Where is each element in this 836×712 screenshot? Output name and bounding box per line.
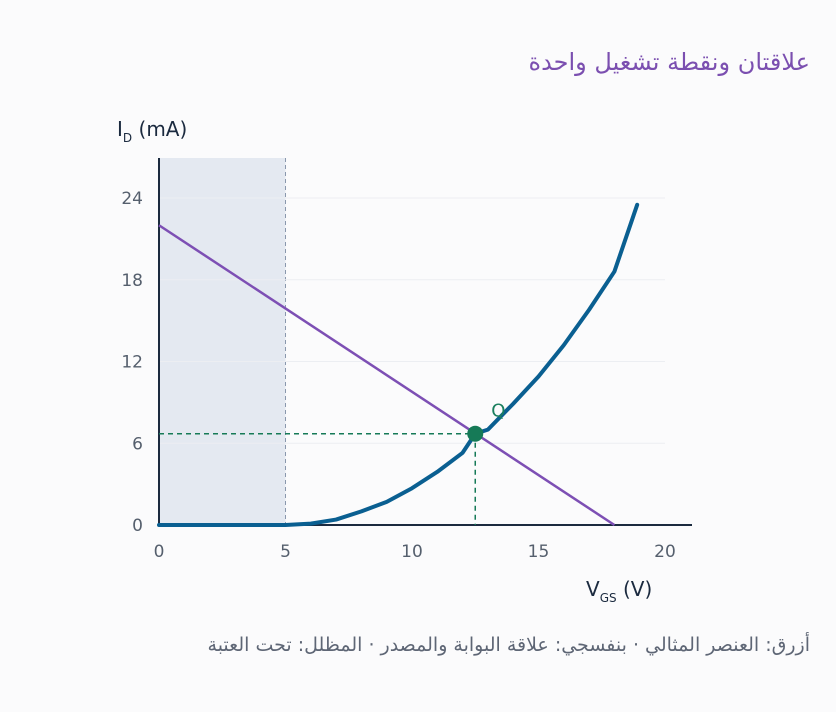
x-tick-label: 0 [154,542,165,562]
x-tick-label: 10 [401,542,423,562]
y-tick-label: 12 [121,353,143,373]
x-tick-labels: 0 5 10 15 20 [154,542,676,562]
threshold-shade [159,158,286,525]
q-point-label: Q [491,401,505,422]
y-tick-label: 0 [132,516,143,536]
x-tick-label: 5 [280,542,291,562]
load-line [158,224,616,527]
chart-title: علاقتان ونقطة تشغيل واحدة [528,48,811,76]
x-tick-label: 20 [654,542,676,562]
y-tick-label: 6 [132,434,143,454]
device-curve [157,202,640,527]
q-point [467,425,484,442]
x-axis-label: VGS (V) [586,577,652,605]
y-tick-label: 18 [121,271,143,291]
y-axis-label: ID (mA) [117,117,187,145]
y-tick-labels: 0 6 12 18 24 [121,189,143,536]
chart-caption: أزرق: العنصر المثالي · بنفسجي: علاقة الب… [207,634,810,656]
x-tick-label: 15 [528,542,550,562]
y-tick-label: 24 [121,189,143,209]
